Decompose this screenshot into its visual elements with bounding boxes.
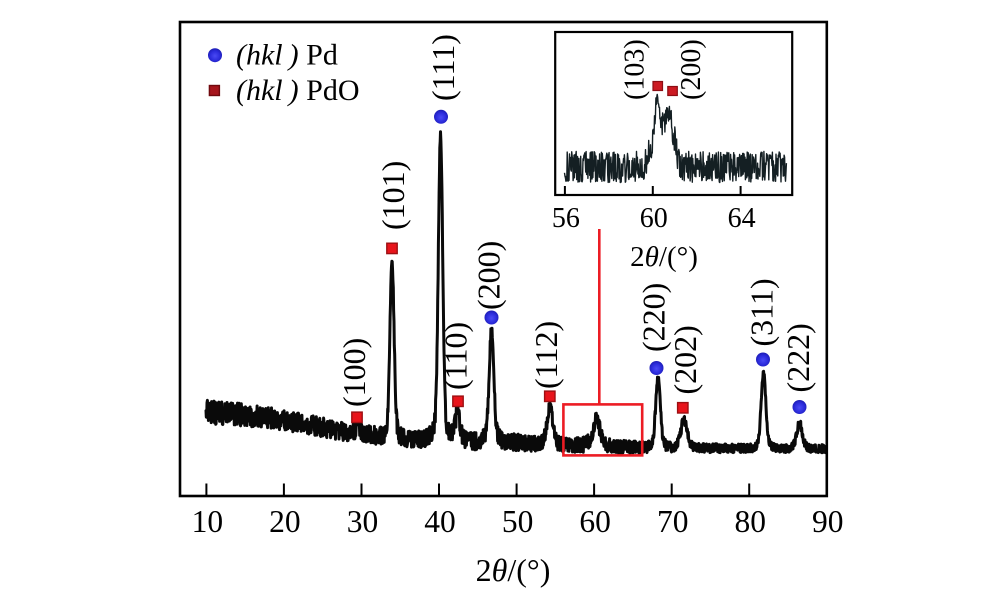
svg-text:80: 80 [734, 504, 766, 539]
svg-text:90: 90 [812, 504, 844, 539]
svg-text:(103): (103) [619, 39, 650, 100]
svg-text:70: 70 [657, 504, 689, 539]
svg-text:64: 64 [728, 203, 756, 234]
svg-text:(202): (202) [667, 325, 703, 394]
svg-text:20: 20 [269, 504, 301, 539]
svg-text:(101): (101) [375, 161, 411, 230]
svg-text:(112): (112) [528, 321, 564, 389]
svg-text:56: 56 [552, 203, 580, 234]
svg-text:2θ/(°): 2θ/(°) [630, 241, 698, 273]
svg-text:10: 10 [192, 504, 224, 539]
svg-text:(311): (311) [743, 278, 779, 346]
svg-text:(100): (100) [336, 338, 372, 407]
svg-text:(hkl ) PdO: (hkl ) PdO [236, 74, 360, 107]
svg-text:60: 60 [640, 203, 668, 234]
svg-text:(110): (110) [437, 322, 473, 390]
svg-text:(200): (200) [470, 241, 506, 310]
svg-text:(200): (200) [676, 39, 707, 100]
svg-text:2θ/(°): 2θ/(°) [476, 552, 551, 588]
svg-text:50: 50 [502, 504, 534, 539]
svg-text:60: 60 [579, 504, 611, 539]
svg-text:(220): (220) [635, 283, 671, 352]
svg-text:(hkl ) Pd: (hkl ) Pd [236, 39, 338, 72]
svg-text:30: 30 [347, 504, 379, 539]
svg-text:(111): (111) [425, 34, 461, 101]
svg-text:40: 40 [424, 504, 456, 539]
svg-text:(222): (222) [780, 323, 816, 392]
